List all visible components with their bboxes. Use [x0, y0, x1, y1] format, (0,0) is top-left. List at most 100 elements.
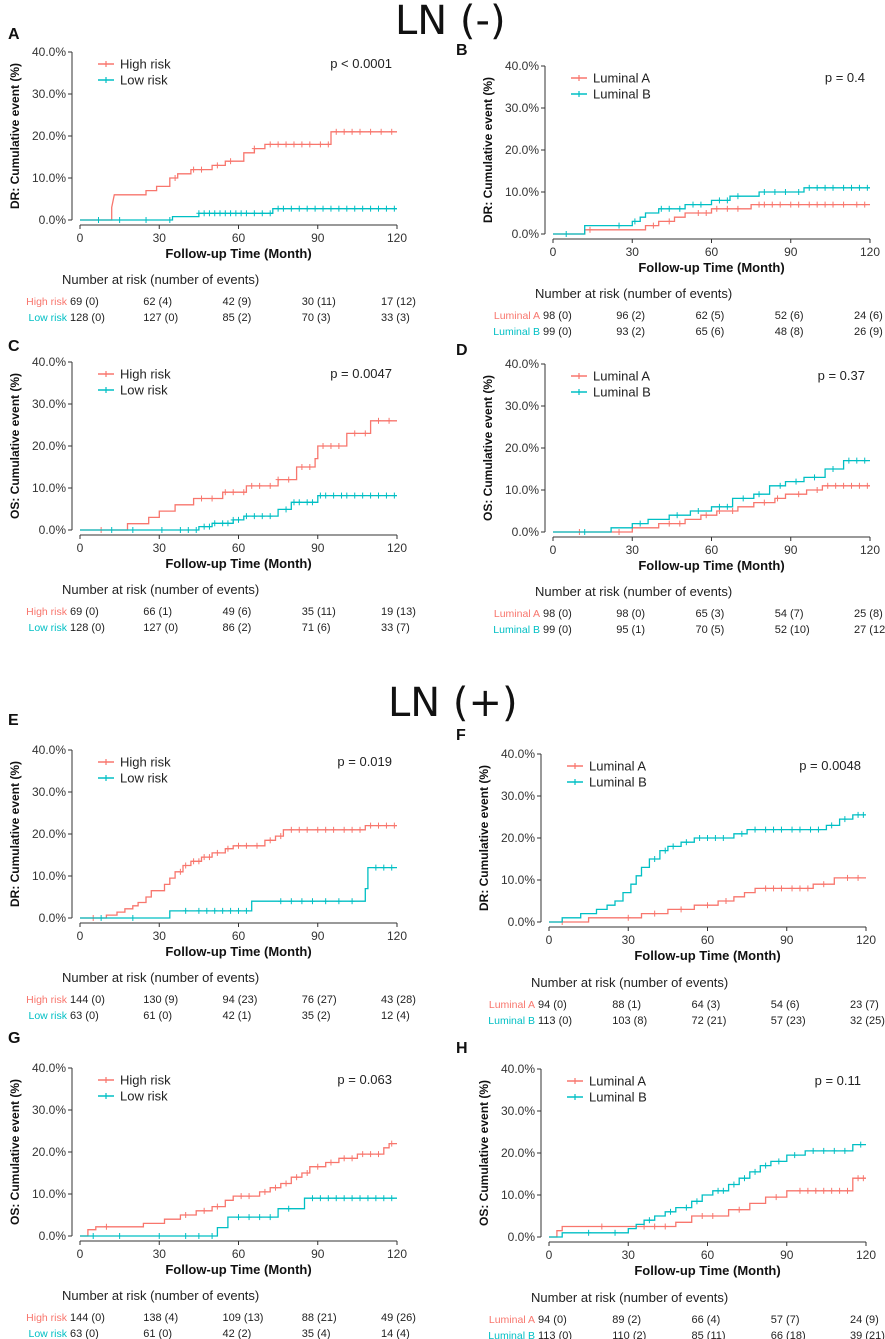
- x-tick-label: 30: [153, 1247, 167, 1261]
- risk-cell: 62 (5): [695, 310, 725, 322]
- x-tick-label: 60: [705, 245, 719, 259]
- y-tick-label: 10.0%: [501, 873, 535, 887]
- y-tick-label: 20.0%: [32, 827, 66, 841]
- legend-label: Luminal B: [593, 385, 651, 400]
- x-tick-label: 60: [232, 929, 246, 943]
- risk-cell: 48 (8): [774, 326, 804, 338]
- risk-table-title: Number at risk (number of events): [62, 1288, 260, 1303]
- risk-row: Luminal B 99 (0) 93 (2) 65 (6) 48 (8) 26 (9): [490, 326, 885, 340]
- legend-label: Low risk: [120, 771, 168, 786]
- risk-cell: 57 (7): [770, 1314, 800, 1326]
- p-value: p < 0.0001: [330, 56, 392, 71]
- y-tick-label: 10.0%: [32, 869, 66, 883]
- series-line-luminal-a: [549, 877, 866, 923]
- risk-cell: 70 (3): [301, 312, 331, 324]
- p-value: p = 0.0047: [330, 366, 392, 381]
- risk-row-label: Low risk: [28, 1328, 67, 1339]
- y-tick-label: 0.0%: [39, 1229, 67, 1243]
- panel-d-chart: 0.0% 10.0% 20.0% 30.0% 40.0% 0 30 60 90 120 Follow…: [481, 357, 880, 573]
- risk-cell: 35 (4): [301, 1328, 331, 1339]
- risk-row: High risk 69 (0) 66 (1) 49 (6) 35 (11) 19 (13…: [17, 606, 427, 620]
- x-axis-title: Follow-up Time (Month): [165, 246, 311, 261]
- risk-cell: 144 (0): [70, 994, 105, 1006]
- y-tick-label: 40.0%: [32, 45, 66, 59]
- risk-table-title: Number at risk (number of events): [531, 1290, 729, 1305]
- risk-cell: 17 (12): [381, 296, 416, 308]
- risk-cell: 42 (9): [222, 296, 252, 308]
- y-axis-title: DR: Cumulative event (%): [477, 765, 491, 911]
- panel-g-chart: 0.0% 10.0% 20.0% 30.0% 40.0% 0 30 60 90 120 Follow…: [8, 1061, 407, 1277]
- x-tick-label: 90: [780, 933, 794, 947]
- x-tick-label: 90: [784, 245, 798, 259]
- risk-cell: 65 (3): [695, 608, 725, 620]
- y-tick-label: 10.0%: [32, 1187, 66, 1201]
- x-tick-label: 30: [153, 541, 167, 555]
- y-tick-label: 40.0%: [32, 1061, 66, 1075]
- x-tick-label: 30: [153, 231, 167, 245]
- risk-cell: 86 (2): [222, 622, 252, 634]
- risk-cell: 94 (23): [222, 994, 258, 1006]
- p-value: p = 0.11: [815, 1073, 861, 1088]
- legend-label: Low risk: [120, 73, 168, 88]
- y-axis-title: DR: Cumulative event (%): [8, 761, 22, 907]
- risk-cell: 49 (6): [222, 606, 252, 618]
- y-tick-label: 0.0%: [508, 1230, 536, 1244]
- p-value: p = 0.019: [337, 754, 392, 769]
- risk-cell: 85 (2): [222, 312, 252, 324]
- y-tick-label: 0.0%: [39, 213, 67, 227]
- risk-cell: 98 (0): [616, 608, 645, 620]
- risk-cell: 72 (21): [691, 1015, 727, 1027]
- panel-f-chart: 0.0% 10.0% 20.0% 30.0% 40.0% 0 30 60 90 120 Follow…: [477, 747, 876, 963]
- panel-h-letter: H: [456, 1040, 468, 1057]
- panel-e-chart: 0.0% 10.0% 20.0% 30.0% 40.0% 0 30 60 90 120 Follow…: [8, 743, 407, 959]
- y-tick-label: 0.0%: [39, 911, 67, 925]
- risk-cell: 24 (6): [854, 310, 883, 322]
- y-tick-label: 10.0%: [32, 171, 66, 185]
- panel-c-risk-table: Number at risk (number of events) High ri…: [17, 582, 427, 634]
- x-tick-label: 120: [856, 933, 876, 947]
- x-axis-title: Follow-up Time (Month): [165, 1262, 311, 1277]
- x-tick-label: 0: [77, 929, 84, 943]
- series-line-low-risk: [80, 208, 397, 221]
- risk-cell: 103 (8): [612, 1015, 648, 1027]
- legend-label: High risk: [120, 755, 171, 770]
- x-tick-label: 120: [860, 543, 880, 557]
- risk-row-label: Low risk: [28, 622, 67, 634]
- risk-cell: 98 (0): [543, 608, 572, 620]
- risk-cell: 35 (2): [301, 1010, 331, 1022]
- risk-row: Low risk 128 (0) 127 (0) 86 (2) 71 (6) 33 (7): [17, 622, 427, 636]
- risk-cell: 99 (0): [543, 326, 572, 338]
- risk-row: Low risk 63 (0) 61 (0) 42 (1) 35 (2) 12 (4): [17, 1010, 427, 1024]
- panel-d-risk-table: Number at risk (number of events) Luminal…: [490, 584, 885, 636]
- risk-row-label: Luminal B: [488, 1330, 535, 1339]
- y-tick-label: 40.0%: [501, 747, 535, 761]
- risk-row-label: High risk: [26, 994, 67, 1006]
- section-title-ln-negative: LN (-): [395, 0, 506, 44]
- risk-cell: 127 (0): [143, 312, 179, 324]
- x-tick-label: 0: [77, 231, 84, 245]
- series-line-low-risk: [80, 866, 397, 919]
- risk-cell: 42 (1): [222, 1010, 252, 1022]
- risk-row-label: Luminal A: [488, 999, 535, 1011]
- series-line-low-risk: [80, 1197, 397, 1237]
- risk-row: Luminal A 94 (0) 89 (2) 66 (4) 57 (7) 24 (9): [485, 1314, 885, 1328]
- legend-label: High risk: [120, 367, 171, 382]
- panel-c-chart: 0.0% 10.0% 20.0% 30.0% 40.0% 0 30 60 90 120 Follow…: [8, 355, 407, 571]
- risk-cell: 94 (0): [538, 999, 567, 1011]
- panel-a-chart: 0.0% 10.0% 20.0% 30.0% 40.0% 0 30 60 90 120 Follow…: [8, 45, 407, 261]
- risk-row-label: Luminal B: [488, 1015, 535, 1027]
- risk-cell: 138 (4): [143, 1312, 179, 1324]
- risk-cell: 65 (6): [695, 326, 725, 338]
- risk-cell: 14 (4): [381, 1328, 410, 1339]
- risk-cell: 12 (4): [381, 1010, 410, 1022]
- panel-g-letter: G: [8, 1030, 21, 1047]
- risk-cell: 130 (9): [143, 994, 179, 1006]
- panel-e-letter: E: [8, 712, 19, 729]
- y-tick-label: 30.0%: [505, 101, 539, 115]
- risk-cell: 66 (1): [143, 606, 172, 618]
- x-tick-label: 60: [232, 231, 246, 245]
- series-line-luminal-a: [549, 1177, 866, 1238]
- risk-cell: 66 (18): [770, 1330, 806, 1339]
- risk-row: Luminal B 113 (0) 103 (8) 72 (21) 57 (23) 32 …: [485, 1015, 885, 1029]
- risk-table-title: Number at risk (number of events): [62, 970, 260, 985]
